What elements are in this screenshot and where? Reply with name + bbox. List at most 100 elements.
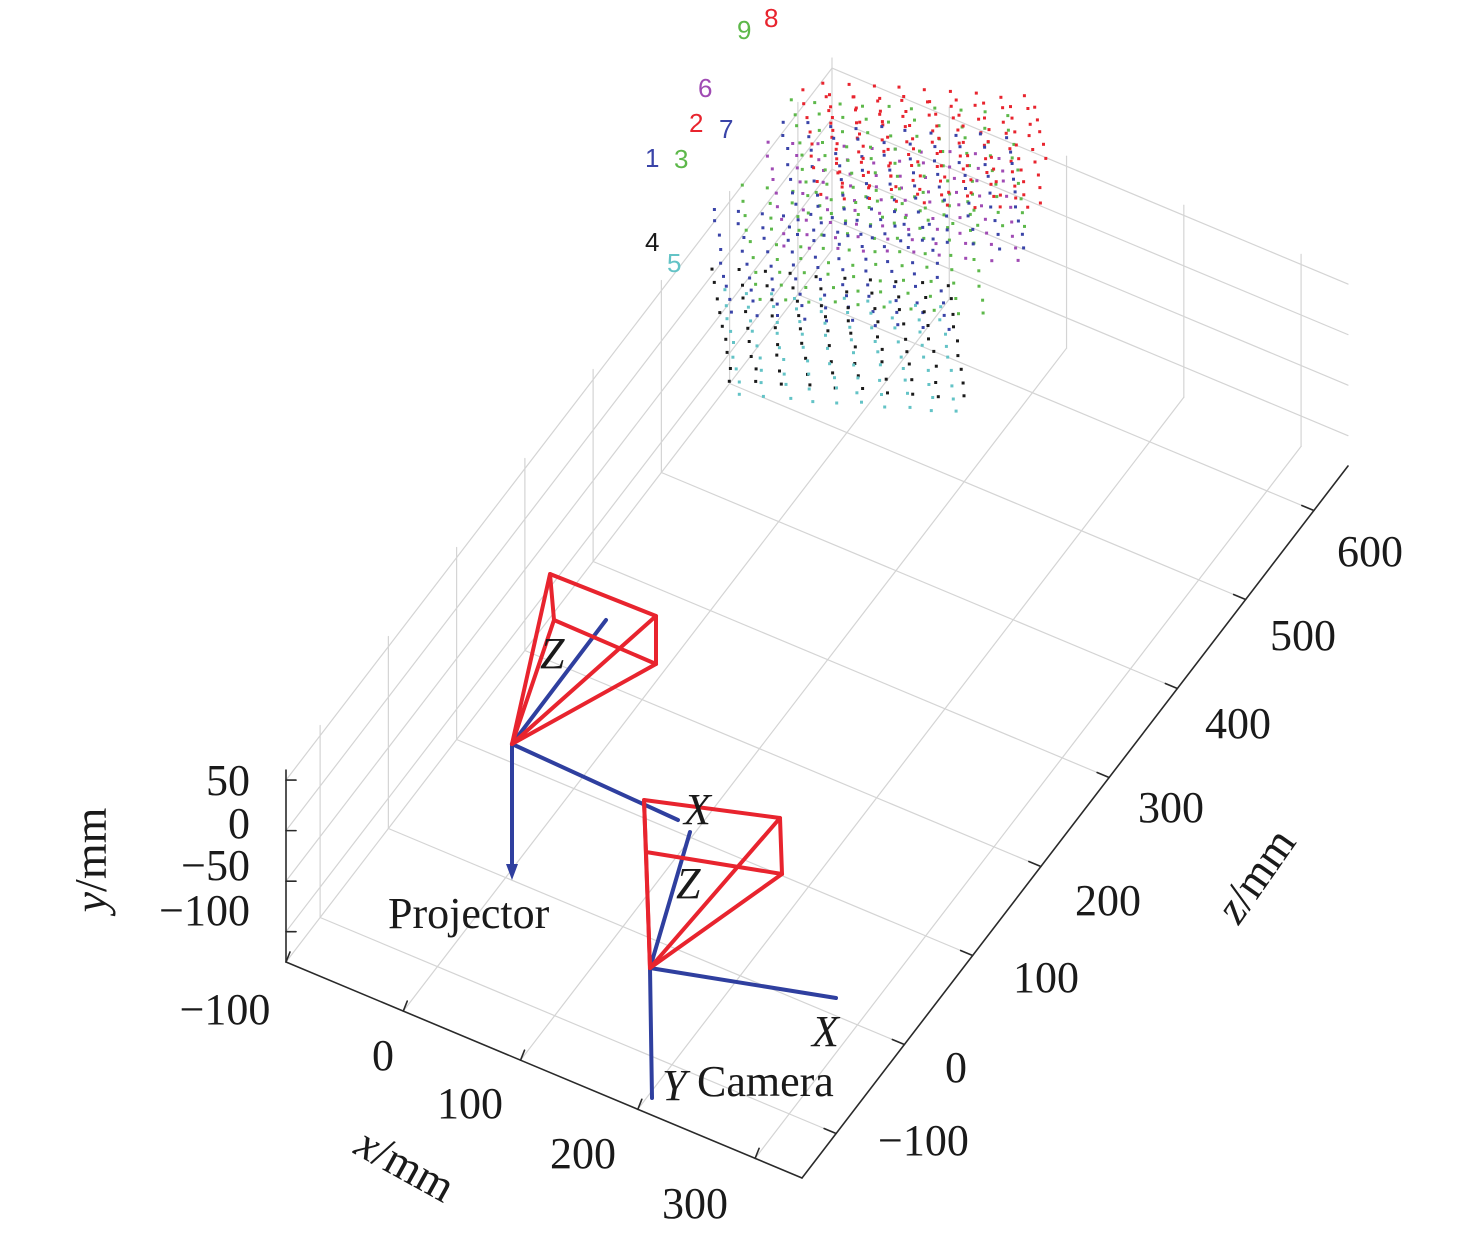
calibration-point [896,323,900,327]
calibration-point [937,136,941,140]
calibration-point [866,196,870,200]
calibration-point [878,112,882,116]
z-axis-line [801,465,1349,1179]
calibration-point [873,250,877,254]
calibration-point [868,278,872,282]
grid-line [319,916,837,1135]
calibration-point [866,283,870,287]
calibration-point [966,154,970,158]
calibration-point [745,262,749,266]
calibration-point [751,299,755,303]
calibration-point [810,142,814,146]
calibration-point [861,144,865,148]
calibration-point [798,327,802,331]
z-tick [959,949,974,957]
calibration-point [744,310,748,314]
calibration-point [813,255,817,259]
calibration-point [880,125,884,129]
calibration-point [856,213,860,216]
calibration-point [969,191,973,195]
calibration-point [827,344,831,348]
calibration-point [927,337,930,341]
calibration-point [989,155,993,159]
calibration-point [800,341,804,345]
calibration-point [867,294,871,298]
calibration-point [941,164,945,168]
calibration-point [901,367,905,370]
calibration-point [723,288,727,292]
calibration-point [746,326,750,330]
calibration-point [740,249,744,253]
calibration-point [993,219,997,223]
z-tick-label: 300 [1138,783,1204,832]
calibration-point [744,228,748,232]
calibration-point [820,233,824,237]
calibration-point [892,198,896,202]
calibration-point [911,137,915,141]
calibration-point [1028,122,1032,126]
calibration-point [835,401,839,405]
calibration-point [870,236,874,240]
y-tick-label: 50 [206,756,250,805]
camera-label: Camera [697,1057,834,1106]
calibration-point [950,384,954,388]
calibration-point [1026,107,1030,110]
calibration-point [919,150,923,154]
calibration-point [989,205,993,209]
calibration-point [882,153,886,157]
calibration-point [882,245,886,249]
calibration-point [801,88,805,92]
calibration-point [999,95,1003,99]
calibration-point [881,224,885,228]
calibration-point [819,221,823,225]
calibration-point [934,242,938,246]
calibration-point [935,124,939,128]
calibration-point [1005,194,1009,198]
calibration-point [841,130,844,134]
calibration-point [907,233,911,237]
calibration-point [855,222,858,226]
calibration-point [837,257,841,261]
calibration-point [1008,147,1012,151]
calibration-point [795,154,799,157]
calibration-point [961,140,965,144]
calibration-point [852,351,855,355]
calibration-point [811,400,815,404]
calibration-point [791,263,795,267]
calibration-point [969,178,973,182]
calibration-point [1020,232,1024,236]
calibration-point [946,179,950,183]
calibration-point [878,109,882,113]
x-tick [754,1147,760,1160]
calibration-point [997,157,1001,160]
calibration-point [749,355,753,358]
calibration-point [946,226,950,230]
calibration-point [882,149,886,153]
calibration-point [1009,205,1013,209]
z-tick-label: 600 [1337,527,1403,576]
calibration-point [912,272,916,276]
calibration-point [835,161,838,165]
calibration-point [888,300,892,304]
calibration-point [833,300,837,304]
calibration-point [796,215,800,219]
calibration-point [842,197,846,201]
calibration-point [988,191,992,195]
calibration-point [966,194,969,198]
calibration-point [789,177,793,181]
camera-frustum-edge [648,816,782,970]
calibration-point [935,275,939,279]
calibration-point [889,174,893,178]
calibration-point [851,318,855,322]
calibration-point [868,184,871,188]
calibration-point [925,265,929,269]
calibration-point [943,175,947,179]
calibration-point [835,157,839,161]
calibration-point [806,194,810,198]
calibration-point [781,120,785,124]
calibration-point [847,248,851,252]
calibration-point [853,208,857,212]
calibration-point [837,242,841,246]
calibration-point [867,186,871,190]
calibration-point [883,405,887,409]
